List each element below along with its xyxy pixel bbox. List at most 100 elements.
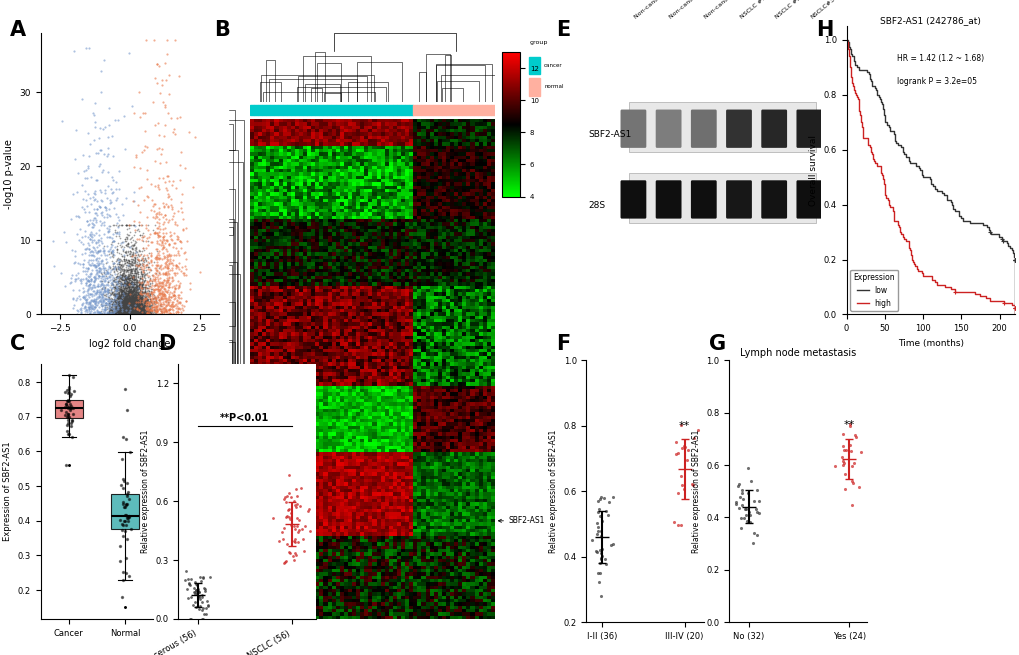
- Point: [139, 309, 155, 319]
- Point: [127, 304, 144, 314]
- Point: [129, 290, 146, 300]
- Point: [140, 294, 156, 305]
- Point: [118, 267, 135, 277]
- Point: [108, 309, 124, 319]
- Point: [124, 300, 141, 310]
- Point: [136, 304, 152, 314]
- Point: [79, 290, 96, 301]
- Point: [114, 278, 130, 288]
- Point: [137, 282, 153, 293]
- Point: [141, 280, 157, 291]
- Point: [115, 286, 131, 296]
- Point: [118, 491, 135, 501]
- Point: [84, 301, 100, 311]
- Point: [115, 303, 131, 314]
- Point: [127, 309, 144, 319]
- Point: [113, 307, 129, 317]
- Point: [139, 243, 155, 253]
- Point: [121, 219, 138, 230]
- Point: [110, 301, 126, 312]
- Point: [110, 183, 126, 194]
- Point: [128, 151, 145, 162]
- Point: [128, 275, 145, 286]
- Point: [140, 263, 156, 274]
- Point: [132, 307, 149, 318]
- Point: [164, 275, 180, 286]
- Point: [122, 302, 139, 312]
- Point: [104, 239, 120, 250]
- Point: [119, 220, 136, 231]
- Point: [121, 300, 138, 310]
- Point: [136, 305, 152, 316]
- Point: [93, 288, 109, 299]
- Point: [131, 297, 148, 307]
- Point: [116, 307, 132, 317]
- Point: [150, 182, 166, 193]
- Point: [136, 269, 152, 279]
- Point: [144, 284, 160, 295]
- Point: [151, 253, 167, 263]
- Point: [841, 421, 857, 432]
- Point: [71, 291, 88, 301]
- Point: [113, 297, 129, 308]
- Point: [109, 273, 125, 284]
- Point: [73, 202, 90, 212]
- Point: [152, 269, 168, 279]
- Point: [130, 309, 147, 319]
- Point: [93, 309, 109, 319]
- Y-axis label: -log10 p-value: -log10 p-value: [4, 139, 14, 208]
- Point: [97, 202, 113, 212]
- Point: [127, 306, 144, 316]
- Point: [121, 306, 138, 316]
- Point: [129, 301, 146, 311]
- Point: [149, 302, 165, 312]
- Point: [107, 288, 123, 298]
- Point: [166, 290, 182, 301]
- Point: [122, 274, 139, 285]
- Point: [170, 304, 186, 314]
- Point: [122, 276, 139, 286]
- Point: [104, 250, 120, 261]
- Point: [121, 306, 138, 316]
- Point: [120, 306, 137, 316]
- Point: [121, 305, 138, 316]
- Point: [139, 174, 155, 184]
- Point: [131, 302, 148, 312]
- Point: [135, 307, 151, 318]
- Point: [150, 270, 166, 280]
- Point: [137, 272, 153, 283]
- Point: [119, 305, 136, 316]
- Point: [107, 306, 123, 316]
- Point: [108, 274, 124, 285]
- Point: [130, 307, 147, 318]
- Point: [101, 294, 117, 305]
- Point: [135, 303, 151, 314]
- Point: [126, 266, 143, 276]
- Point: [125, 303, 142, 314]
- Point: [151, 227, 167, 237]
- Point: [131, 288, 148, 298]
- Point: [123, 301, 140, 312]
- Point: [116, 271, 132, 282]
- Point: [155, 279, 171, 290]
- Point: [128, 257, 145, 267]
- Point: [119, 288, 136, 298]
- Point: [109, 301, 125, 311]
- Point: [136, 282, 152, 292]
- Point: [111, 305, 127, 316]
- Point: [165, 308, 181, 318]
- Point: [107, 227, 123, 238]
- Point: [136, 305, 152, 316]
- Point: [99, 257, 115, 267]
- Point: [156, 307, 172, 317]
- Point: [121, 299, 138, 310]
- Point: [108, 295, 124, 306]
- Point: [125, 303, 142, 314]
- Point: [125, 297, 142, 307]
- Point: [100, 226, 116, 236]
- Point: [85, 265, 101, 275]
- Point: [120, 296, 137, 307]
- Point: [176, 246, 193, 257]
- Point: [122, 288, 139, 298]
- Point: [94, 282, 110, 293]
